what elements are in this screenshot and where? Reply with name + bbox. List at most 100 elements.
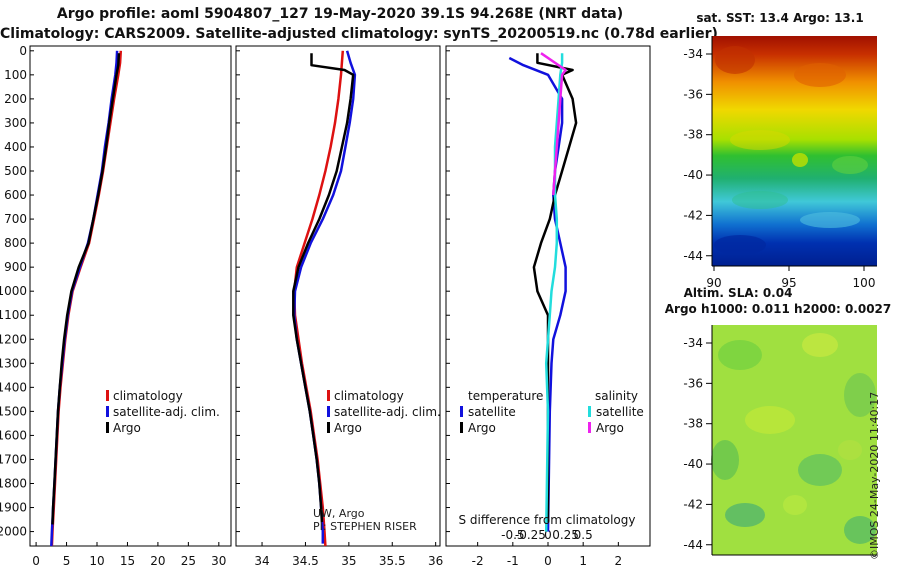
- legend-label-satellite: satellite-adj. clim.: [113, 405, 220, 419]
- legend-title-temperature: temperature: [468, 389, 543, 403]
- secondary-x-tick-label: 0: [544, 528, 552, 542]
- y-tick-label: 600: [4, 188, 27, 202]
- y-tick-label: 1100: [0, 308, 27, 322]
- x-tick-label: -1: [507, 554, 519, 568]
- sst-blobs: [714, 46, 868, 255]
- y-tick-label: 200: [4, 92, 27, 106]
- secondary-x-tick-label: 0.25: [552, 528, 579, 542]
- salinity-legend: climatology satellite-adj. clim. Argo UW…: [313, 389, 441, 533]
- sla-map: Altim. SLA: 0.04 Argo h1000: 0.011 h2000…: [665, 286, 892, 556]
- y-tick-label: 700: [4, 212, 27, 226]
- series-line-argo: [292, 53, 355, 523]
- y-tick-label: 0: [19, 44, 27, 58]
- legend-marker-satellite: [106, 406, 109, 417]
- legend-label-satellite: satellite-adj. clim.: [334, 405, 441, 419]
- annotation-pi: PI: STEPHEN RISER: [313, 520, 417, 533]
- x-tick-label: 20: [150, 554, 165, 568]
- legend-label-sal-argo: Argo: [596, 421, 624, 435]
- panel-salinity: 34 34.5 35 35.5 36: [235, 45, 443, 568]
- sla-map-title-1: Altim. SLA: 0.04: [684, 286, 793, 300]
- y-tick-label: 1000: [0, 284, 27, 298]
- legend-label-temp-argo: Argo: [468, 421, 496, 435]
- y-tick-label: 400: [4, 140, 27, 154]
- y-tick-label: 1300: [0, 356, 27, 370]
- y-tick-label: 1400: [0, 380, 27, 394]
- difference-xlabel: S difference from climatology: [459, 513, 636, 527]
- secondary-x-tick-label: -0.5: [501, 528, 524, 542]
- y-tick-label: 100: [4, 68, 27, 82]
- x-tick-label: 36: [428, 554, 443, 568]
- map-y-tick-label: -34: [683, 336, 703, 350]
- plot-frame: [235, 45, 441, 547]
- plot-frame: [29, 45, 232, 547]
- panel-difference-from-climatology: -2 -1 0 1 2-0.5-0.250 0.250.5: [445, 45, 651, 568]
- legend-label-temp-satellite: satellite: [468, 405, 516, 419]
- legend-title-salinity: salinity: [595, 389, 638, 403]
- x-tick-label: 15: [120, 554, 135, 568]
- legend-marker-satellite: [327, 406, 330, 417]
- y-tick-label: 1700: [0, 452, 27, 466]
- y-tick-label: 1500: [0, 404, 27, 418]
- series-line-argo: [51, 53, 121, 525]
- series-line-climatology: [50, 50, 123, 547]
- x-tick-label: 25: [181, 554, 196, 568]
- map-y-tick-label: -38: [683, 128, 703, 142]
- x-tick-label: 0: [32, 554, 40, 568]
- map-x-tick-label: 95: [781, 276, 796, 290]
- legend-marker-climatology: [327, 390, 330, 401]
- sst-map: sat. SST: 13.4 Argo: 13.1 -34 -36 -38 -40 -4…: [683, 11, 877, 290]
- legend-marker-temp-argo: [460, 422, 463, 433]
- map-y-tick-label: -36: [683, 376, 703, 390]
- y-tick-label: 500: [4, 164, 27, 178]
- y-tick-label: 300: [4, 116, 27, 130]
- legend-marker-argo: [106, 422, 109, 433]
- map-x-tick-label: 90: [706, 276, 721, 290]
- y-tick-label: 2000: [0, 525, 27, 539]
- panel-temperature: 0100200300400500600700800900100011001200…: [0, 44, 232, 568]
- copyright-stamp: ©IMOS 24-May-2020 11:40:17: [868, 391, 881, 560]
- series-line-temperature-satellite: [508, 56, 567, 532]
- legend-label-argo: Argo: [113, 421, 141, 435]
- map-x-tick-label: 100: [853, 276, 876, 290]
- sla-blobs: [711, 333, 876, 544]
- map-y-tick-label: -40: [683, 457, 703, 471]
- legend-marker-temp-satellite: [460, 406, 463, 417]
- y-tick-label: 1800: [0, 477, 27, 491]
- series-line-temperature-argo: [532, 53, 578, 522]
- title-line-1: Argo profile: aoml 5904807_127 19-May-20…: [56, 6, 624, 22]
- legend-label-argo: Argo: [334, 421, 362, 435]
- series-line-satellite-adj-clim-: [50, 50, 119, 547]
- x-tick-label: -2: [472, 554, 484, 568]
- legend-marker-argo: [327, 422, 330, 433]
- y-tick-label: 1600: [0, 428, 27, 442]
- series-line-salinity-argo: [540, 52, 567, 196]
- legend-marker-sal-satellite: [588, 406, 591, 417]
- legend-marker-climatology: [106, 390, 109, 401]
- map-y-tick-label: -40: [683, 168, 703, 182]
- y-tick-label: 1900: [0, 501, 27, 515]
- map-y-tick-label: -38: [683, 417, 703, 431]
- sst-map-title: sat. SST: 13.4 Argo: 13.1: [696, 11, 863, 25]
- secondary-x-tick-label: -0.25: [515, 528, 546, 542]
- secondary-x-tick-label: 0.5: [574, 528, 593, 542]
- x-tick-label: 10: [89, 554, 104, 568]
- x-tick-label: 0: [544, 554, 552, 568]
- x-tick-label: 5: [63, 554, 71, 568]
- legend-label-climatology: climatology: [334, 389, 404, 403]
- map-y-tick-label: -36: [683, 87, 703, 101]
- map-y-tick-label: -44: [683, 249, 703, 263]
- x-tick-label: 35: [341, 554, 356, 568]
- map-y-tick-label: -42: [683, 208, 703, 222]
- map-y-tick-label: -44: [683, 538, 703, 552]
- y-tick-label: 900: [4, 260, 27, 274]
- difference-legend: temperature salinity satellite Argo sate…: [459, 389, 644, 527]
- temperature-legend: climatology satellite-adj. clim. Argo: [106, 389, 220, 435]
- title-line-2: Climatology: CARS2009. Satellite-adjuste…: [0, 26, 718, 42]
- x-tick-label: 2: [615, 554, 623, 568]
- sla-map-title-2: Argo h1000: 0.011 h2000: 0.0027: [665, 302, 892, 316]
- legend-label-climatology: climatology: [113, 389, 183, 403]
- y-tick-label: 1200: [0, 332, 27, 346]
- map-y-tick-label: -34: [683, 47, 703, 61]
- x-tick-label: 30: [211, 554, 226, 568]
